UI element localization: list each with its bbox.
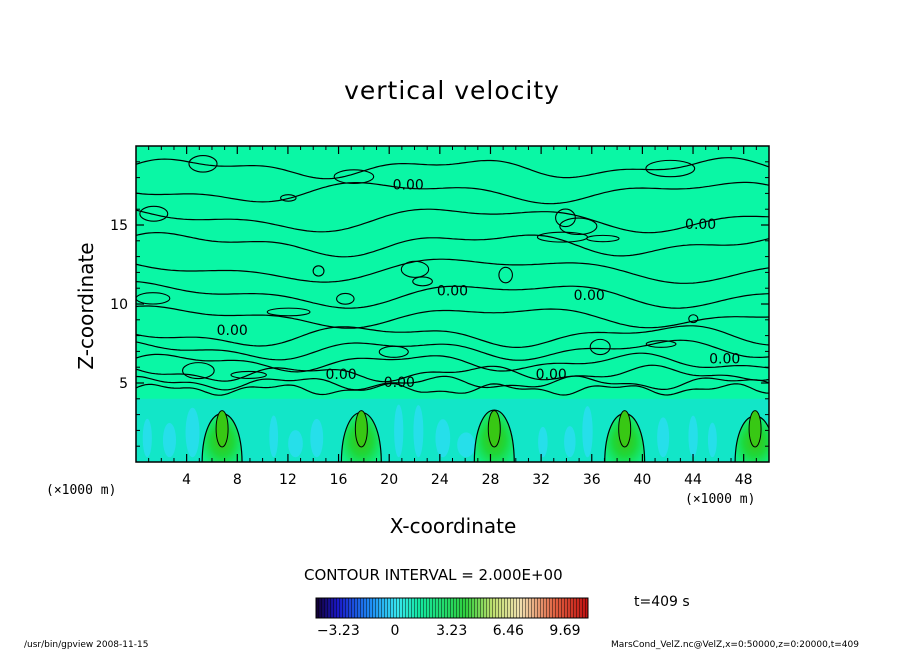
contour-island: [333, 169, 375, 185]
x-tick-label: 32: [532, 472, 550, 488]
contour-island: [645, 340, 677, 348]
zero-contour-line: [136, 181, 769, 205]
downdraft-streak: [435, 419, 451, 458]
colorbar-stripes: [316, 598, 588, 618]
downdraft-streak: [538, 426, 548, 458]
x-tick-label: 12: [279, 472, 297, 488]
plot-area: 0.00 0.00 0.00 0.00 0.00 0.00 0.00 0.00 0.00: [136, 146, 769, 462]
x-axis-label: X-coordinate: [0, 514, 904, 538]
contour-island: [230, 370, 267, 379]
x-tick-label: 44: [684, 472, 702, 488]
downdraft-streak: [707, 422, 717, 458]
x-tick-label: 24: [431, 472, 449, 488]
x-tick-label: 4: [182, 472, 191, 488]
colorbar-tick-label: 3.23: [436, 623, 467, 639]
contour-island: [586, 234, 620, 243]
time-label: t=409 s: [634, 594, 690, 610]
contour-island: [312, 265, 325, 277]
downdraft-streak: [185, 407, 200, 458]
zero-contour-line: [136, 325, 769, 348]
downdraft-streak: [564, 426, 576, 458]
updraft-core-contour: [354, 410, 368, 448]
contour-island: [645, 159, 696, 178]
contour-label: 0.00: [437, 283, 468, 299]
contour-island: [139, 205, 169, 222]
contour-island: [400, 260, 430, 278]
contour-island: [589, 338, 611, 356]
contour-label: 0.00: [574, 288, 605, 304]
downdraft-streak: [142, 418, 152, 458]
downdraft-streak: [310, 418, 324, 458]
chart-title: vertical velocity: [344, 76, 560, 105]
contour-interval-label: CONTOUR INTERVAL = 2.000E+00: [304, 566, 563, 584]
zero-contour-line: [136, 339, 769, 361]
downdraft-streak: [269, 415, 279, 458]
x-axis-label-text: X-coordinate: [389, 514, 517, 538]
x-tick-label: 16: [330, 472, 348, 488]
downdraft-streak: [657, 417, 670, 458]
zero-contour-line: [136, 258, 769, 284]
contour-island: [266, 307, 311, 317]
contour-island: [498, 266, 513, 284]
contour-label: 0.00: [536, 367, 567, 383]
zero-contour-line: [136, 208, 769, 234]
colorbar-tick-label: 9.69: [549, 623, 580, 639]
colorbar-frame: [315, 597, 589, 619]
colorbar-tick-label: −3.23: [317, 623, 360, 639]
contour-island: [378, 345, 409, 358]
contour-island: [412, 276, 433, 287]
x-tick-label: 8: [233, 472, 242, 488]
contour-label: 0.00: [326, 367, 357, 383]
contour-label: 0.00: [393, 178, 424, 194]
downdraft-streak: [162, 422, 177, 458]
zero-contour-line: [136, 157, 769, 180]
updraft-core-contour: [487, 410, 501, 448]
x-tick-label: 20: [380, 472, 398, 488]
x-axis-unit-label: (×1000 m): [685, 492, 756, 507]
contour-label: 0.00: [685, 217, 716, 233]
downdraft-streak: [413, 405, 424, 458]
footer-data-source: MarsCond_VelZ.nc@VelZ,x=0:50000,z=0:2000…: [611, 640, 859, 650]
contour-label: 0.00: [384, 375, 415, 391]
y-tick-label: 5: [119, 376, 128, 392]
downdraft-streak: [288, 430, 303, 458]
contour-label: 0.00: [709, 351, 740, 367]
colorbar: −3.23 0 3.23 6.46 9.69: [315, 597, 589, 639]
zero-contour-line: [136, 352, 769, 373]
downdraft-streak: [582, 406, 593, 458]
colorbar-tick-label: 0: [391, 623, 400, 639]
zero-contour-line: [136, 305, 769, 329]
y-axis-unit-label: (×1000 m): [46, 483, 117, 498]
zero-contour-line: [136, 382, 769, 396]
x-tick-label: 40: [633, 472, 651, 488]
zero-contour-line: [136, 375, 769, 391]
contour-label: 0.00: [217, 323, 248, 339]
contour-island: [182, 362, 215, 380]
contour-island: [688, 314, 699, 324]
contour-island: [280, 194, 297, 202]
x-tick-label: 28: [482, 472, 500, 488]
y-tick-label: 10: [110, 297, 128, 313]
zero-contour-line: [136, 281, 769, 309]
x-tick-label: 36: [583, 472, 601, 488]
y-tick-label: 15: [110, 218, 128, 234]
contour-island: [336, 292, 355, 305]
updraft-core-contour: [618, 410, 632, 448]
colorbar-tick-label: 6.46: [493, 623, 524, 639]
downdraft-streak: [394, 404, 404, 458]
plot-clip-group: 0.00 0.00 0.00 0.00 0.00 0.00 0.00 0.00 0.00: [136, 146, 769, 462]
downdraft-streak: [457, 432, 476, 458]
updraft-core-contour: [215, 410, 229, 448]
zero-contour-line: [136, 232, 769, 258]
contour-island: [559, 217, 598, 236]
contour-island: [188, 155, 218, 173]
downdraft-streak: [688, 415, 698, 458]
x-tick-label: 48: [735, 472, 753, 488]
footer-program-date: /usr/bin/gpview 2008-11-15: [24, 640, 149, 650]
updraft-core-contour: [748, 410, 762, 448]
